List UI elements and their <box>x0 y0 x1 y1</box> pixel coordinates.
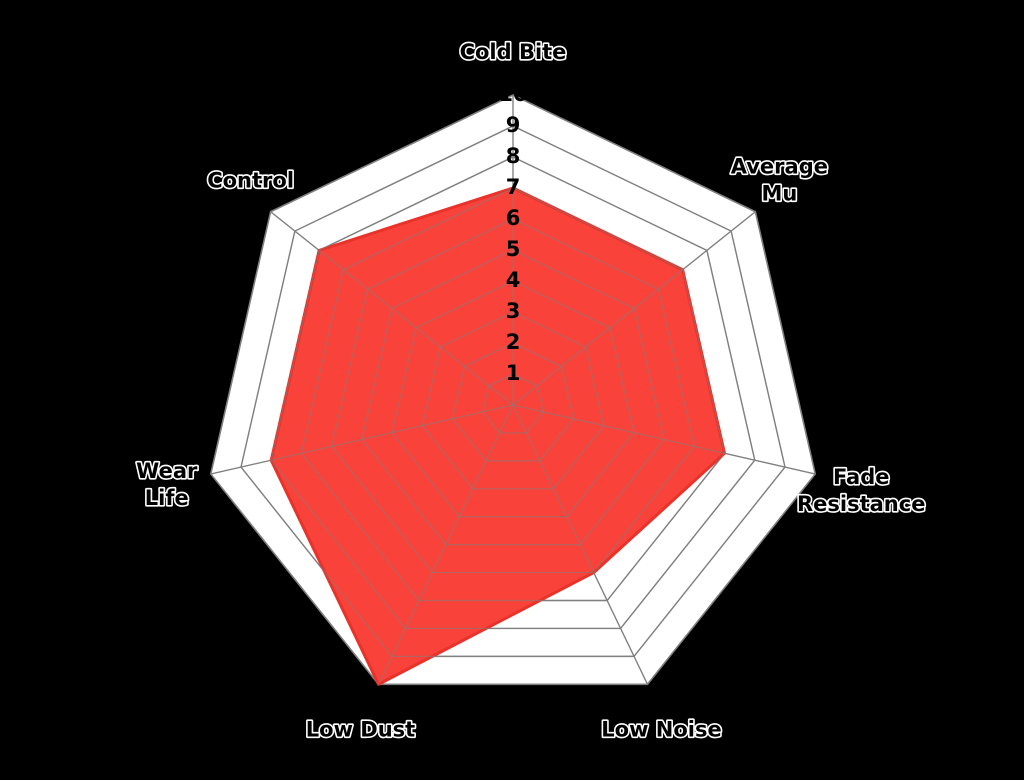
axis-label-line: Wear <box>136 459 198 483</box>
grid-ring-overlay-6 <box>331 218 695 574</box>
grid-ring-overlay-8 <box>270 156 756 630</box>
radial-tick-label-9: 9 <box>506 113 521 137</box>
axis-spoke-overlay-1 <box>512 211 756 406</box>
axis-label-control: Control <box>207 169 294 193</box>
axis-spoke-overlay-6 <box>270 211 514 406</box>
radial-tick-label-3: 3 <box>506 299 521 323</box>
grid-ring-overlay-1 <box>482 373 544 434</box>
axis-label-line: Fade <box>833 465 890 489</box>
axis-label-line: Mu <box>761 182 797 206</box>
radial-tick-label-2: 2 <box>506 330 521 354</box>
axis-label-low-dust: Low Dust <box>306 717 415 741</box>
axis-label-line: Control <box>207 169 294 193</box>
grid-ring-overlay-9 <box>240 125 786 657</box>
axis-label-line: Average <box>731 155 828 179</box>
axis-spoke-overlay-2 <box>512 404 816 475</box>
axis-label-line: Resistance <box>797 492 925 516</box>
axis-spoke-overlay-3 <box>512 404 649 685</box>
grid-ring-overlay-7 <box>300 187 726 602</box>
axis-label-wear-life: Wear Life <box>136 459 198 510</box>
radar-tick-labels: 1 2 3 4 5 6 7 8 9 10 <box>498 82 527 385</box>
axis-label-cold-bite: Cold Bite <box>460 40 567 64</box>
axis-spoke-overlay-4 <box>377 404 514 685</box>
radial-tick-label-1: 1 <box>506 361 521 385</box>
axis-label-line: Cold Bite <box>460 40 567 64</box>
axis-spoke-overlay-5 <box>210 404 514 475</box>
radar-axis-labels: Cold Bite Average Mu Fade Resistance Low Nois… <box>135 38 927 742</box>
grid-ring-overlay-3 <box>421 311 605 490</box>
radial-tick-label-4: 4 <box>506 268 521 292</box>
grid-ring-overlay-5 <box>361 249 665 546</box>
radar-series <box>210 95 816 686</box>
radial-tick-label-5: 5 <box>506 237 521 261</box>
grid-ring-overlay-2 <box>451 342 575 462</box>
radial-tick-label-10: 10 <box>498 82 527 106</box>
axis-label-line: Life <box>145 486 189 510</box>
grid-ring-overlay-4 <box>391 280 635 518</box>
axis-label-fade-resistance: Fade Resistance <box>797 465 925 516</box>
axis-label-line: Low Dust <box>306 717 415 741</box>
axis-label-average-mu: Average Mu <box>731 155 828 206</box>
radial-tick-label-6: 6 <box>506 206 521 230</box>
axis-label-low-noise: Low Noise <box>601 717 721 741</box>
radial-tick-label-8: 8 <box>506 144 521 168</box>
axis-label-line: Low Noise <box>601 717 721 741</box>
radial-tick-label-7: 7 <box>506 175 521 199</box>
